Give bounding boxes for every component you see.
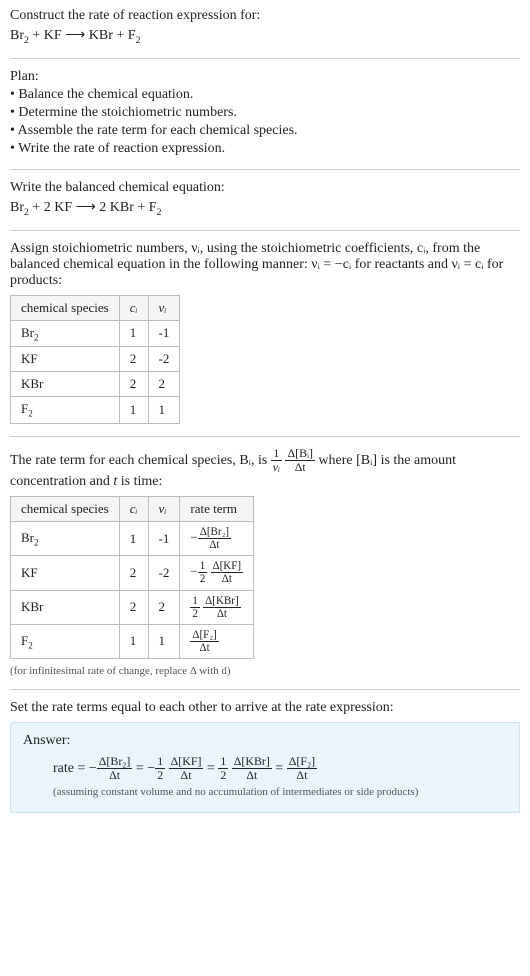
cell-species: F2 xyxy=(11,397,120,424)
table-row: KBr2212 Δ[KBr]Δt xyxy=(11,590,254,624)
plan-item: Balance the chemical equation. xyxy=(10,87,520,103)
rate-intro-text: The rate term for each chemical species,… xyxy=(10,453,271,468)
cell-species: KF xyxy=(11,347,120,372)
divider xyxy=(10,436,520,437)
cell-nu: 2 xyxy=(148,590,180,624)
stoich-section: Assign stoichiometric numbers, νᵢ, using… xyxy=(10,241,520,424)
col-nu: νᵢ xyxy=(148,295,180,320)
table-row: Br21-1−Δ[Br₂]Δt xyxy=(11,521,254,555)
cell-nu: -1 xyxy=(148,320,180,347)
plan-item: Determine the stoichiometric numbers. xyxy=(10,105,520,121)
cell-species: Br2 xyxy=(11,320,120,347)
col-species: chemical species xyxy=(11,295,120,320)
table-row: F211 xyxy=(11,397,180,424)
cell-nu: -1 xyxy=(148,521,180,555)
rate-intro-text: is time: xyxy=(117,474,162,489)
col-nu: νᵢ xyxy=(148,496,180,521)
table-row: KBr22 xyxy=(11,372,180,397)
cell-c: 2 xyxy=(119,372,148,397)
col-c: cᵢ xyxy=(119,496,148,521)
divider xyxy=(10,169,520,170)
balanced-section: Write the balanced chemical equation: Br… xyxy=(10,180,520,218)
balanced-equation: Br2 + 2 KF ⟶ 2 KBr + F2 xyxy=(10,199,520,218)
table-row: F211Δ[F₂]Δt xyxy=(11,624,254,658)
set-equal-text: Set the rate terms equal to each other t… xyxy=(10,700,520,716)
table-header-row: chemical species cᵢ νᵢ rate term xyxy=(11,496,254,521)
divider xyxy=(10,58,520,59)
cell-rateterm: −12 Δ[KF]Δt xyxy=(180,556,254,590)
cell-nu: 2 xyxy=(148,372,180,397)
table-header-row: chemical species cᵢ νᵢ xyxy=(11,295,180,320)
cell-species: KBr xyxy=(11,372,120,397)
cell-species: KBr xyxy=(11,590,120,624)
table-row: KF2-2 xyxy=(11,347,180,372)
divider xyxy=(10,689,520,690)
cell-species: KF xyxy=(11,556,120,590)
cell-c: 2 xyxy=(119,590,148,624)
set-equal-section: Set the rate terms equal to each other t… xyxy=(10,700,520,813)
infinitesimal-note: (for infinitesimal rate of change, repla… xyxy=(10,665,520,677)
cell-nu: 1 xyxy=(148,624,180,658)
cell-rateterm: −Δ[Br₂]Δt xyxy=(180,521,254,555)
problem-statement: Construct the rate of reaction expressio… xyxy=(10,8,520,46)
plan-section: Plan: Balance the chemical equation. Det… xyxy=(10,69,520,157)
cell-species: F2 xyxy=(11,624,120,658)
rate-term-general: 1 νᵢ Δ[Bᵢ] Δt xyxy=(271,453,319,468)
rate-intro-section: The rate term for each chemical species,… xyxy=(10,447,520,677)
cell-c: 2 xyxy=(119,347,148,372)
dBi-over-dt: Δ[Bᵢ] Δt xyxy=(285,447,314,474)
table-row: KF2-2−12 Δ[KF]Δt xyxy=(11,556,254,590)
stoich-intro: Assign stoichiometric numbers, νᵢ, using… xyxy=(10,241,520,289)
rate-table: chemical species cᵢ νᵢ rate term Br21-1−… xyxy=(10,496,254,659)
cell-c: 1 xyxy=(119,397,148,424)
plan-item: Assemble the rate term for each chemical… xyxy=(10,123,520,139)
table-row: Br21-1 xyxy=(11,320,180,347)
cell-nu: -2 xyxy=(148,556,180,590)
one-over-nu: 1 νᵢ xyxy=(271,447,282,474)
answer-assumption: (assuming constant volume and no accumul… xyxy=(23,786,507,798)
cell-rateterm: 12 Δ[KBr]Δt xyxy=(180,590,254,624)
divider xyxy=(10,230,520,231)
balanced-heading: Write the balanced chemical equation: xyxy=(10,180,520,196)
cell-nu: 1 xyxy=(148,397,180,424)
cell-c: 1 xyxy=(119,624,148,658)
answer-expression: rate = −Δ[Br₂]Δt = −12 Δ[KF]Δt = 12 Δ[KB… xyxy=(23,755,507,782)
cell-c: 1 xyxy=(119,320,148,347)
title: Construct the rate of reaction expressio… xyxy=(10,8,520,24)
col-rateterm: rate term xyxy=(180,496,254,521)
cell-nu: -2 xyxy=(148,347,180,372)
answer-label: Answer: xyxy=(23,733,507,749)
col-species: chemical species xyxy=(11,496,120,521)
stoich-table: chemical species cᵢ νᵢ Br21-1KF2-2KBr22F… xyxy=(10,295,180,424)
cell-c: 2 xyxy=(119,556,148,590)
plan-item: Write the rate of reaction expression. xyxy=(10,141,520,157)
plan-list: Balance the chemical equation. Determine… xyxy=(10,87,520,157)
cell-species: Br2 xyxy=(11,521,120,555)
unbalanced-equation: Br2 + KF ⟶ KBr + F2 xyxy=(10,27,520,46)
cell-c: 1 xyxy=(119,521,148,555)
answer-box: Answer: rate = −Δ[Br₂]Δt = −12 Δ[KF]Δt =… xyxy=(10,722,520,813)
rate-prefix: rate = xyxy=(53,761,89,776)
col-c: cᵢ xyxy=(119,295,148,320)
cell-rateterm: Δ[F₂]Δt xyxy=(180,624,254,658)
plan-heading: Plan: xyxy=(10,69,520,85)
